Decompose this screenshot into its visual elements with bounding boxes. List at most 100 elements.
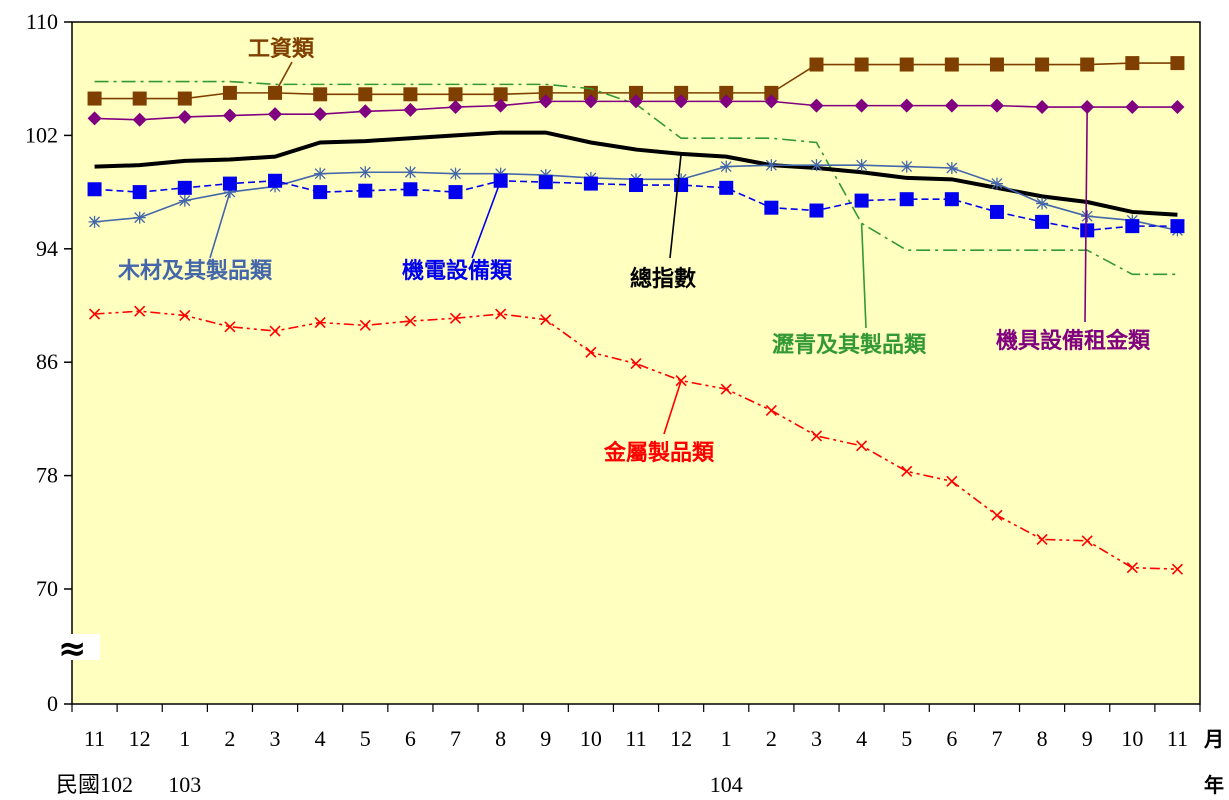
data-point: [1170, 219, 1185, 234]
data-point: [674, 85, 689, 100]
data-point: [87, 111, 102, 126]
y-tick-label: 70: [36, 576, 58, 601]
x-tick-label: 8: [1037, 726, 1048, 751]
data-point: [1125, 219, 1140, 234]
data-point: [1126, 562, 1138, 574]
x-tick-label: 12: [670, 726, 692, 751]
data-point: [493, 87, 508, 102]
data-point: [854, 193, 869, 208]
annotation-leader: [471, 180, 502, 259]
series-label: 機具設備租金類: [996, 328, 1151, 354]
data-point: [358, 183, 373, 198]
x-tick-label: 4: [856, 726, 867, 751]
x-tick-label: 4: [315, 726, 326, 751]
data-point: [1125, 56, 1140, 71]
data-point: [314, 316, 326, 329]
data-point: [899, 57, 914, 72]
x-tick-label: 10: [580, 726, 602, 751]
series-label: 工資類: [248, 36, 315, 62]
data-point: [133, 211, 146, 224]
data-point: [630, 358, 642, 370]
axis-break-gap: [60, 634, 100, 660]
data-point: [854, 98, 869, 113]
data-point: [674, 178, 689, 193]
data-point: [901, 465, 913, 477]
data-point: [539, 169, 552, 182]
data-point: [268, 107, 283, 122]
data-point: [1035, 57, 1050, 72]
data-point: [1080, 57, 1095, 72]
data-point: [222, 108, 237, 123]
data-point: [809, 98, 824, 113]
data-point: [765, 159, 778, 172]
data-point: [1171, 563, 1184, 575]
annotation-leader: [669, 153, 682, 259]
y-axis: 110 102 94 86 78 70 0: [25, 9, 72, 716]
data-point: [900, 160, 913, 173]
annotation-leader: [209, 191, 231, 259]
x-tick-label: 9: [540, 726, 551, 751]
data-point: [268, 173, 283, 188]
data-point: [493, 98, 508, 113]
y-tick-label: 102: [25, 122, 58, 147]
data-point: [1080, 223, 1095, 238]
data-point: [448, 87, 463, 102]
data-point: [403, 87, 418, 102]
data-point: [134, 305, 146, 317]
y-tick-label: 0: [47, 691, 58, 716]
data-point: [944, 98, 959, 113]
data-point: [314, 167, 327, 180]
data-point: [494, 167, 507, 180]
data-point: [1170, 56, 1185, 71]
x-tick-label: 2: [766, 726, 777, 751]
data-point: [674, 94, 689, 109]
x-tick-label: 1: [179, 726, 190, 751]
axis-break-symbol: ≈: [58, 629, 87, 669]
series-layer: [87, 56, 1185, 575]
year-unit-label: 年: [1204, 773, 1224, 797]
data-point: [177, 180, 192, 195]
data-point: [132, 112, 147, 127]
x-tick-label: 1: [721, 726, 732, 751]
data-point: [946, 475, 958, 487]
annotation-leader: [274, 61, 293, 94]
data-point: [132, 91, 147, 106]
data-point: [855, 159, 868, 172]
data-point: [269, 325, 281, 337]
data-point: [720, 160, 733, 173]
x-tick-label: 8: [495, 726, 506, 751]
data-point: [88, 308, 101, 320]
year-label: 民國102: [56, 772, 133, 797]
data-point: [809, 57, 824, 72]
data-point: [358, 87, 373, 102]
data-point: [449, 312, 462, 324]
data-point: [990, 177, 1003, 190]
data-point: [179, 309, 191, 321]
data-point: [585, 346, 597, 358]
data-point: [313, 185, 328, 200]
series-label: 金屬製品類: [603, 440, 715, 466]
annotation-leader: [663, 380, 682, 435]
data-point: [88, 215, 101, 228]
y-tick-label: 86: [36, 349, 58, 374]
year-label: 103: [168, 772, 201, 797]
data-point: [899, 98, 914, 113]
annotation-leader: [860, 223, 867, 329]
data-point: [87, 182, 102, 197]
x-tick-label: 6: [946, 726, 957, 751]
data-point: [403, 102, 418, 117]
data-point: [719, 180, 734, 195]
data-point: [404, 166, 417, 179]
data-point: [448, 185, 463, 200]
data-point: [448, 100, 463, 115]
data-point: [538, 94, 553, 109]
data-point: [1125, 100, 1140, 115]
data-point: [764, 200, 779, 215]
x-tick-label: 3: [811, 726, 822, 751]
data-point: [540, 314, 552, 326]
x-tick-label: 7: [450, 726, 461, 751]
data-point: [359, 166, 372, 179]
data-point: [810, 159, 823, 172]
